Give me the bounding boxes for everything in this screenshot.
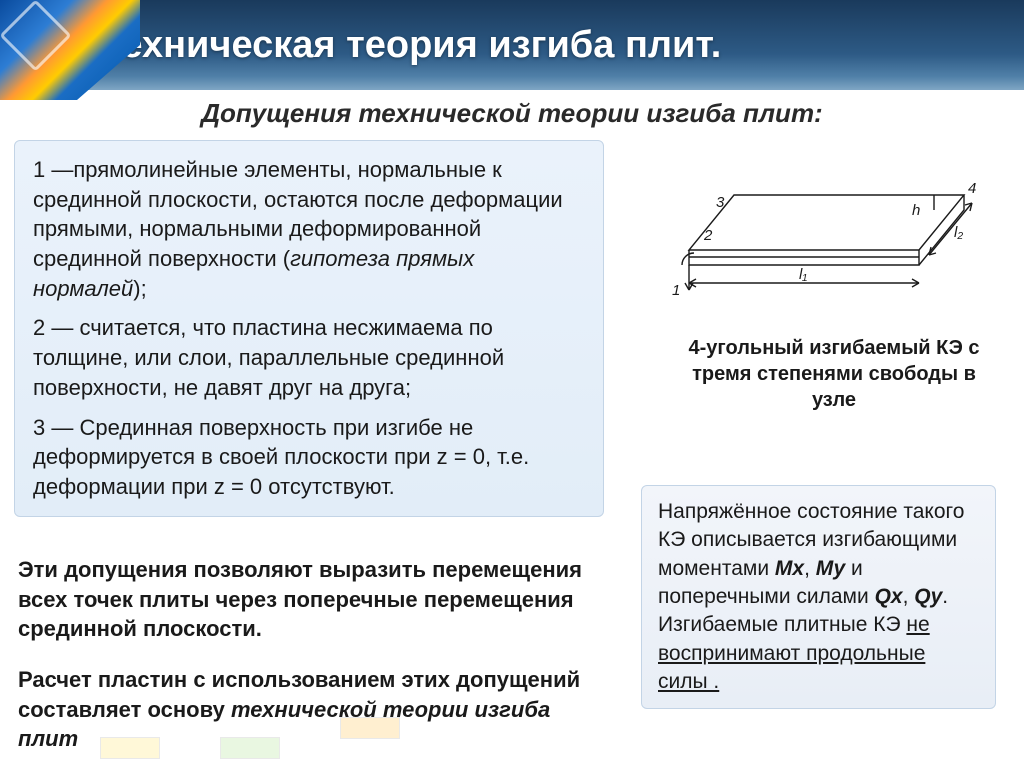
conclusion-1: Эти допущения позволяют выразить перемещ…: [18, 555, 608, 644]
moment-mx: Мх: [775, 557, 804, 580]
stress-state-box: Напряжённое состояние такого КЭ описывае…: [641, 485, 996, 709]
dim-l2: l₂: [954, 224, 963, 241]
page-title: Техническая теория изгиба плит.: [100, 24, 721, 67]
conclusion-2: Расчет пластин с использованием этих доп…: [18, 665, 608, 754]
assumptions-box: 1 —прямолинейные элементы, нормальные к …: [14, 140, 604, 517]
assumption-3: 3 — Срединная поверхность при изгибе не …: [33, 413, 585, 502]
plate-diagram: 1 2 3 4 l₁ l₂ h: [654, 155, 984, 325]
header-band: Техническая теория изгиба плит.: [0, 0, 1024, 90]
node-4-label: 4: [968, 180, 976, 197]
dim-l1: l₁: [799, 266, 807, 283]
node-1-label: 1: [672, 282, 680, 299]
force-qx: Qх: [875, 585, 903, 608]
assumption-1: 1 —прямолинейные элементы, нормальные к …: [33, 155, 585, 303]
node-2-label: 2: [703, 227, 713, 244]
subtitle: Допущения технической теории изгиба плит…: [0, 98, 1024, 129]
force-qy: Qу: [914, 585, 942, 608]
dim-h: h: [912, 202, 920, 219]
moment-my: Му: [816, 557, 845, 580]
plate-caption: 4-угольный изгибаемый КЭ с тремя степеня…: [674, 335, 994, 413]
node-3-label: 3: [716, 194, 725, 211]
assumption-2: 2 — считается, что пластина несжимаема п…: [33, 313, 585, 402]
